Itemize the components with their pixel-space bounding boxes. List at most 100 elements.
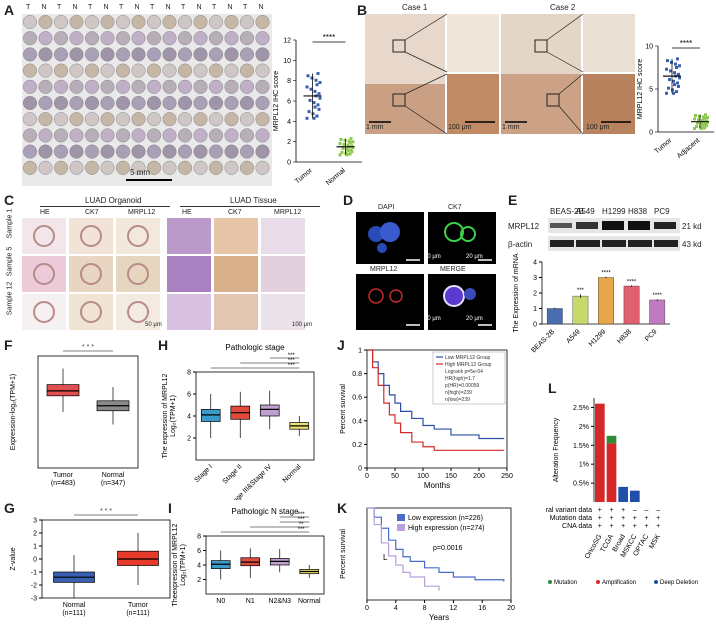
sig-label: ** bbox=[299, 522, 304, 528]
tma-core bbox=[239, 160, 254, 175]
data-point bbox=[698, 114, 701, 118]
tma-core bbox=[100, 47, 115, 62]
legend-swatch bbox=[548, 580, 552, 584]
sig-label: * * * bbox=[82, 344, 94, 351]
tma-core bbox=[193, 128, 208, 143]
sample-tile bbox=[22, 294, 66, 330]
tma-core bbox=[208, 128, 223, 143]
box bbox=[117, 550, 159, 566]
data-point bbox=[314, 78, 318, 82]
y-tick-label: 8 bbox=[197, 534, 201, 541]
tn-label: T bbox=[57, 4, 62, 11]
tma-core bbox=[162, 14, 177, 30]
bar-segment bbox=[618, 486, 628, 502]
bar bbox=[623, 285, 640, 325]
x-tick-label: 0 bbox=[365, 605, 369, 612]
panel-label-a: A bbox=[4, 2, 15, 18]
tma-core bbox=[208, 95, 223, 110]
tma-core bbox=[54, 31, 69, 46]
tma-core bbox=[162, 47, 177, 62]
x-tick-label: Tumor bbox=[653, 137, 673, 156]
row-marker: + bbox=[598, 523, 602, 530]
tma-core bbox=[115, 128, 130, 143]
chart-j: 0 50 100 150 200 250 0 0.2 0.4 0.6 0.8 1 Months Perce… bbox=[340, 348, 513, 491]
tma-core bbox=[177, 128, 192, 143]
x-tick-label: 0 bbox=[365, 473, 369, 480]
data-point bbox=[351, 146, 355, 150]
tma-core bbox=[131, 31, 146, 46]
tma-core bbox=[131, 47, 146, 62]
y-tick-label: 2 bbox=[197, 577, 201, 584]
chart-b: 0 5 10 MRPL12 IHC score Tumor Adjacent **** bbox=[637, 39, 714, 160]
data-point bbox=[672, 79, 675, 83]
tma-core bbox=[146, 95, 161, 110]
tma-core bbox=[224, 31, 239, 46]
cell-line-label: H1299 bbox=[602, 207, 626, 216]
x-tick-label: Tumor bbox=[53, 472, 74, 479]
sample-tile bbox=[214, 218, 258, 254]
panel-label-j: J bbox=[337, 337, 345, 353]
data-point bbox=[345, 147, 349, 151]
x-tick-label: BEAS-2B bbox=[530, 328, 556, 354]
chart-k: 0 4 8 12 16 20 Years Percent survival Low expres… bbox=[340, 507, 515, 622]
tma-core bbox=[193, 95, 208, 110]
tma-core bbox=[38, 144, 53, 159]
x-tick-label: N1 bbox=[246, 598, 255, 605]
data-point bbox=[665, 91, 668, 95]
legend-swatch bbox=[654, 580, 658, 584]
tma-core bbox=[208, 14, 223, 30]
blot-label-mrpl12: MRPL12 bbox=[508, 222, 540, 231]
bar bbox=[649, 299, 666, 325]
sample-tile bbox=[69, 218, 113, 254]
organoid-blob bbox=[127, 301, 149, 323]
row-marker: – bbox=[633, 507, 637, 514]
bar bbox=[598, 277, 614, 325]
chart-l: 0.5% 1% 1.5% 2% 2.5% Alteration Frequency Stru… bbox=[546, 398, 698, 586]
data-point bbox=[666, 59, 669, 63]
tma-core bbox=[177, 14, 192, 30]
y-tick-label: 10 bbox=[283, 58, 291, 65]
tma-core bbox=[22, 79, 38, 94]
x-tick-label: Stage I bbox=[194, 463, 215, 484]
tma-core bbox=[193, 47, 208, 62]
data-point bbox=[306, 74, 310, 78]
data-point bbox=[340, 150, 344, 154]
data-point bbox=[349, 137, 353, 141]
tn-label: T bbox=[88, 4, 93, 11]
tma-core bbox=[69, 160, 84, 175]
plot-frame bbox=[366, 507, 512, 601]
x-tick-label: A549 bbox=[565, 328, 582, 345]
tma-core bbox=[146, 144, 161, 159]
tma-core bbox=[208, 160, 223, 175]
y-axis-label: Log₂(TPM+1) bbox=[170, 395, 177, 437]
tma-core bbox=[146, 63, 161, 78]
legend-item: Low expression (n=226) bbox=[408, 515, 483, 522]
y-tick-label: 0 bbox=[358, 466, 362, 473]
tn-label: T bbox=[243, 4, 248, 11]
sig-label: **** bbox=[653, 293, 663, 299]
tma-core bbox=[115, 79, 130, 94]
data-point bbox=[338, 153, 342, 157]
chart-title: Pathologic N stage bbox=[231, 507, 299, 516]
y-tick-label: 3 bbox=[33, 518, 37, 525]
tma-core bbox=[162, 128, 177, 143]
x-tick-label: Normal bbox=[282, 463, 303, 484]
tma-core bbox=[162, 112, 177, 127]
data-point bbox=[693, 127, 696, 131]
tma-core bbox=[54, 144, 69, 159]
sample-row-label: Sample 12 bbox=[6, 281, 14, 316]
tma-core bbox=[146, 160, 161, 175]
chart-title: Pathologic stage bbox=[225, 343, 285, 352]
tma-core bbox=[100, 160, 115, 175]
data-point bbox=[343, 138, 347, 142]
data-point bbox=[705, 124, 708, 128]
x-tick-label: 8 bbox=[423, 605, 427, 612]
tma-core bbox=[115, 144, 130, 159]
x-tick-label: Normal bbox=[63, 602, 86, 609]
sample-tile bbox=[167, 294, 211, 330]
scale-20um-3: 20 μm bbox=[424, 316, 441, 322]
chart-i: 2 4 6 8 Theexpression of MRPL12 Log₂(TPM+1) Pa… bbox=[172, 507, 325, 606]
tma-core bbox=[115, 31, 130, 46]
tma-core bbox=[239, 63, 254, 78]
x-tick-label: Stage II bbox=[222, 463, 244, 485]
